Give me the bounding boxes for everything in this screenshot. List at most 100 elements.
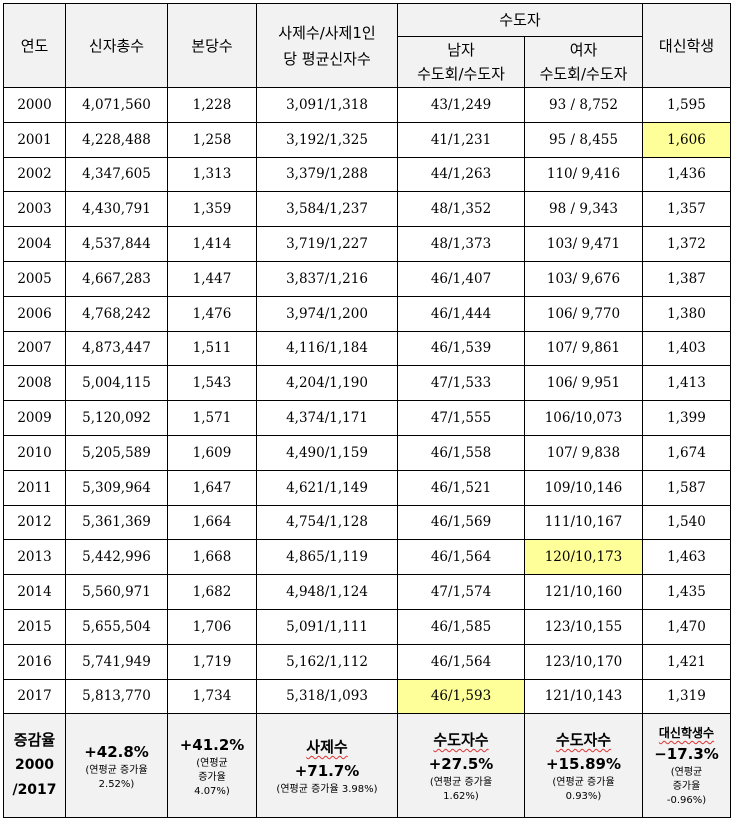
- table-row: 2008 5,004,115 1,543 4,204/1,190 47/1,533 106…: [3, 365, 731, 402]
- year-cell: 2009: [3, 400, 66, 436]
- header-priests: 사제수/사제1인 당 평균신자수: [256, 3, 398, 88]
- year-cell: 2016: [3, 643, 66, 680]
- female-religious-cell: 93 / 8,752: [524, 87, 643, 123]
- female-religious-cell: 107/ 9,861: [524, 330, 643, 367]
- priests-cell: 3,974/1,200: [256, 295, 398, 332]
- year-cell: 2011: [3, 469, 66, 506]
- parishes-cell: 1,609: [167, 434, 257, 471]
- seminarians-cell: 1,372: [642, 226, 731, 262]
- table-row: 2003 4,430,791 1,359 3,584/1,237 48/1,352 98 …: [3, 191, 731, 228]
- male-religious-cell: 46/1,564: [397, 539, 525, 576]
- table-row: 2016 5,741,949 1,719 5,162/1,112 46/1,564 123…: [3, 643, 731, 680]
- male-religious-cell: 46/1,585: [397, 608, 525, 645]
- total-believers-cell: 4,768,242: [65, 295, 168, 332]
- priests-cell: 4,754/1,128: [256, 504, 398, 541]
- year-cell: 2001: [3, 121, 66, 158]
- female-religious-cell: 103/ 9,471: [524, 226, 643, 262]
- priests-cell: 5,318/1,093: [256, 678, 398, 715]
- year-cell: 2012: [3, 504, 66, 541]
- header-total-believers: 신자총수: [65, 3, 168, 88]
- seminarians-cell: 1,399: [642, 400, 731, 436]
- parishes-cell: 1,734: [167, 678, 257, 715]
- male-religious-cell: 46/1,521: [397, 469, 525, 506]
- seminarians-cell: 1,595: [642, 87, 731, 123]
- table-row: 2017 5,813,770 1,734 5,318/1,093 46/1,593 121…: [3, 678, 731, 715]
- header-male-religious: 남자 수도회/수도자: [397, 36, 525, 88]
- seminarians-cell: 1,357: [642, 191, 731, 228]
- female-religious-cell: 95 / 8,455: [524, 121, 643, 158]
- year-cell: 2007: [3, 330, 66, 367]
- priests-cell: 4,490/1,159: [256, 434, 398, 471]
- male-religious-cell: 46/1,593: [397, 678, 525, 715]
- priests-cell: 4,865/1,119: [256, 539, 398, 576]
- table-row: 2005 4,667,283 1,447 3,837/1,216 46/1,407 103…: [3, 260, 731, 297]
- parishes-cell: 1,647: [167, 469, 257, 506]
- parishes-cell: 1,682: [167, 574, 257, 610]
- parishes-cell: 1,706: [167, 608, 257, 645]
- female-religious-cell: 123/10,155: [524, 608, 643, 645]
- header-parishes: 본당수: [167, 3, 257, 88]
- table-row: 2002 4,347,605 1,313 3,379/1,288 44/1,263 110…: [3, 156, 731, 193]
- year-cell: 2000: [3, 87, 66, 123]
- seminarians-cell: 1,403: [642, 330, 731, 367]
- year-cell: 2002: [3, 156, 66, 193]
- total-believers-cell: 4,667,283: [65, 260, 168, 297]
- footer-total-change: +42.8% (연평균 증가율 2.52%): [65, 713, 168, 818]
- priests-cell: 4,374/1,171: [256, 400, 398, 436]
- male-religious-cell: 46/1,564: [397, 643, 525, 680]
- male-religious-cell: 43/1,249: [397, 87, 525, 123]
- header-seminarians: 대신학생: [642, 3, 731, 88]
- seminarians-cell: 1,606: [642, 121, 731, 158]
- table-row: 2006 4,768,242 1,476 3,974/1,200 46/1,444 106…: [3, 295, 731, 332]
- priests-cell: 3,719/1,227: [256, 226, 398, 262]
- female-religious-cell: 106/ 9,770: [524, 295, 643, 332]
- seminarians-cell: 1,470: [642, 608, 731, 645]
- seminarians-cell: 1,540: [642, 504, 731, 541]
- parishes-cell: 1,664: [167, 504, 257, 541]
- male-religious-cell: 46/1,444: [397, 295, 525, 332]
- footer-label: 증감율 2000 /2017: [3, 713, 66, 818]
- female-religious-cell: 123/10,170: [524, 643, 643, 680]
- priests-cell: 5,091/1,111: [256, 608, 398, 645]
- parishes-cell: 1,543: [167, 365, 257, 402]
- parishes-cell: 1,414: [167, 226, 257, 262]
- header-religious: 수도자: [397, 3, 643, 37]
- male-religious-cell: 44/1,263: [397, 156, 525, 193]
- parishes-cell: 1,258: [167, 121, 257, 158]
- parishes-cell: 1,313: [167, 156, 257, 193]
- table-row: 2009 5,120,092 1,571 4,374/1,171 47/1,555 106…: [3, 400, 731, 436]
- total-believers-cell: 5,120,092: [65, 400, 168, 436]
- female-religious-cell: 106/ 9,951: [524, 365, 643, 402]
- table-row: 2012 5,361,369 1,664 4,754/1,128 46/1,569 111…: [3, 504, 731, 541]
- priests-cell: 5,162/1,112: [256, 643, 398, 680]
- total-believers-cell: 4,873,447: [65, 330, 168, 367]
- table-row: 2011 5,309,964 1,647 4,621/1,149 46/1,521 109…: [3, 469, 731, 506]
- footer-female-religious-change: 수도자수 +15.89% (연평균 증가율 0.93%): [524, 713, 643, 818]
- total-believers-cell: 4,430,791: [65, 191, 168, 228]
- seminarians-cell: 1,587: [642, 469, 731, 506]
- year-cell: 2014: [3, 574, 66, 610]
- male-religious-cell: 48/1,373: [397, 226, 525, 262]
- seminarians-cell: 1,674: [642, 434, 731, 471]
- female-religious-cell: 111/10,167: [524, 504, 643, 541]
- parishes-cell: 1,571: [167, 400, 257, 436]
- parishes-cell: 1,476: [167, 295, 257, 332]
- table-row: 2015 5,655,504 1,706 5,091/1,111 46/1,585 123…: [3, 608, 731, 645]
- year-cell: 2010: [3, 434, 66, 471]
- year-cell: 2013: [3, 539, 66, 576]
- table-row: 2000 4,071,560 1,228 3,091/1,318 43/1,249 93 …: [3, 87, 731, 123]
- priests-cell: 4,948/1,124: [256, 574, 398, 610]
- male-religious-cell: 47/1,555: [397, 400, 525, 436]
- seminarians-cell: 1,319: [642, 678, 731, 715]
- seminarians-cell: 1,387: [642, 260, 731, 297]
- female-religious-cell: 109/10,146: [524, 469, 643, 506]
- footer-parishes-change: +41.2% (연평균 증가율 4.07%): [167, 713, 257, 818]
- seminarians-cell: 1,463: [642, 539, 731, 576]
- total-believers-cell: 5,655,504: [65, 608, 168, 645]
- table-row: 2013 5,442,996 1,668 4,865/1,119 46/1,564 120…: [3, 539, 731, 576]
- year-cell: 2006: [3, 295, 66, 332]
- year-cell: 2017: [3, 678, 66, 715]
- total-believers-cell: 4,537,844: [65, 226, 168, 262]
- priests-cell: 4,204/1,190: [256, 365, 398, 402]
- male-religious-cell: 48/1,352: [397, 191, 525, 228]
